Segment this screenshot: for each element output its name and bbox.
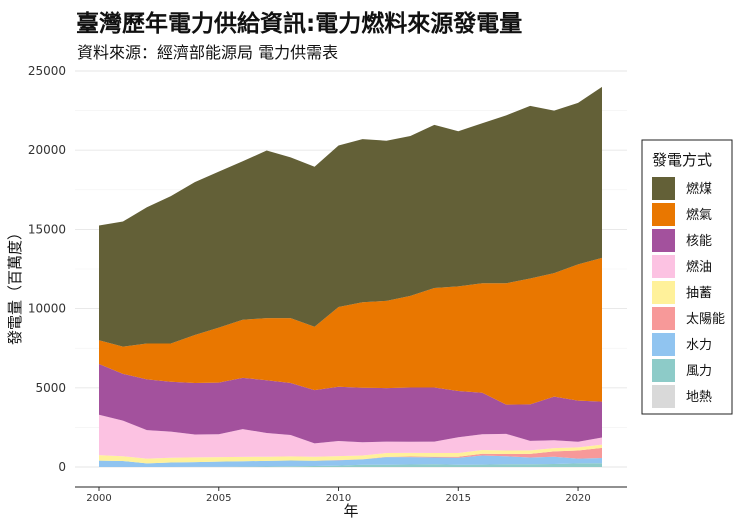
area-燃氣: [99, 257, 602, 405]
legend-label: 燃煤: [686, 181, 712, 197]
legend-swatch: [652, 229, 675, 252]
x-tick-label: 2000: [86, 493, 111, 504]
legend-swatch: [652, 385, 675, 408]
legend-label: 太陽能: [686, 312, 725, 327]
legend-label: 抽蓄: [686, 286, 712, 301]
x-tick-label: 2010: [326, 493, 351, 504]
x-axis-ticks: 2000 2005 2010 2015 2020: [86, 487, 591, 504]
legend-swatch: [652, 203, 675, 226]
y-tick-label: 25000: [28, 64, 66, 78]
x-axis-title: 年: [343, 502, 358, 520]
legend-label: 風力: [686, 364, 712, 379]
x-tick-label: 2005: [206, 493, 231, 504]
legend-label: 燃氣: [686, 207, 712, 223]
legend-label: 水力: [686, 338, 712, 353]
legend-swatch: [652, 307, 675, 330]
legend-label: 燃油: [686, 259, 712, 275]
area-燃煤: [99, 86, 602, 347]
area-太陽能: [99, 447, 602, 464]
legend-swatch: [652, 281, 675, 304]
legend-title: 發電方式: [652, 151, 712, 169]
y-tick-label: 5000: [35, 381, 66, 395]
y-tick-label: 10000: [28, 302, 66, 316]
area-水力: [99, 455, 602, 467]
y-tick-label: 15000: [28, 222, 66, 236]
stacked-areas: [99, 86, 602, 467]
x-tick-label: 2020: [565, 493, 590, 504]
x-tick-label: 2015: [446, 493, 471, 504]
area-風力: [99, 463, 602, 467]
y-tick-label: 20000: [28, 143, 66, 157]
legend-label: 核能: [686, 234, 712, 249]
legend-swatch: [652, 333, 675, 356]
y-axis-ticks: 0 5000 10000 15000 20000 25000: [28, 64, 66, 474]
y-tick-label: 0: [58, 460, 66, 474]
legend-swatch: [652, 177, 675, 200]
area-核能: [99, 364, 602, 444]
chart-title: 臺灣歷年電力供給資訊:電力燃料來源發電量: [76, 11, 523, 37]
legend-swatch: [652, 255, 675, 278]
legend-label: 地熱: [686, 390, 712, 405]
legend-swatch: [652, 359, 675, 382]
chart-subtitle: 資料來源：經濟部能源局 電力供需表: [77, 43, 339, 62]
area-抽蓄: [99, 444, 602, 464]
y-axis-title: 發電量（百萬度）: [6, 225, 24, 345]
area-燃油: [99, 414, 602, 459]
